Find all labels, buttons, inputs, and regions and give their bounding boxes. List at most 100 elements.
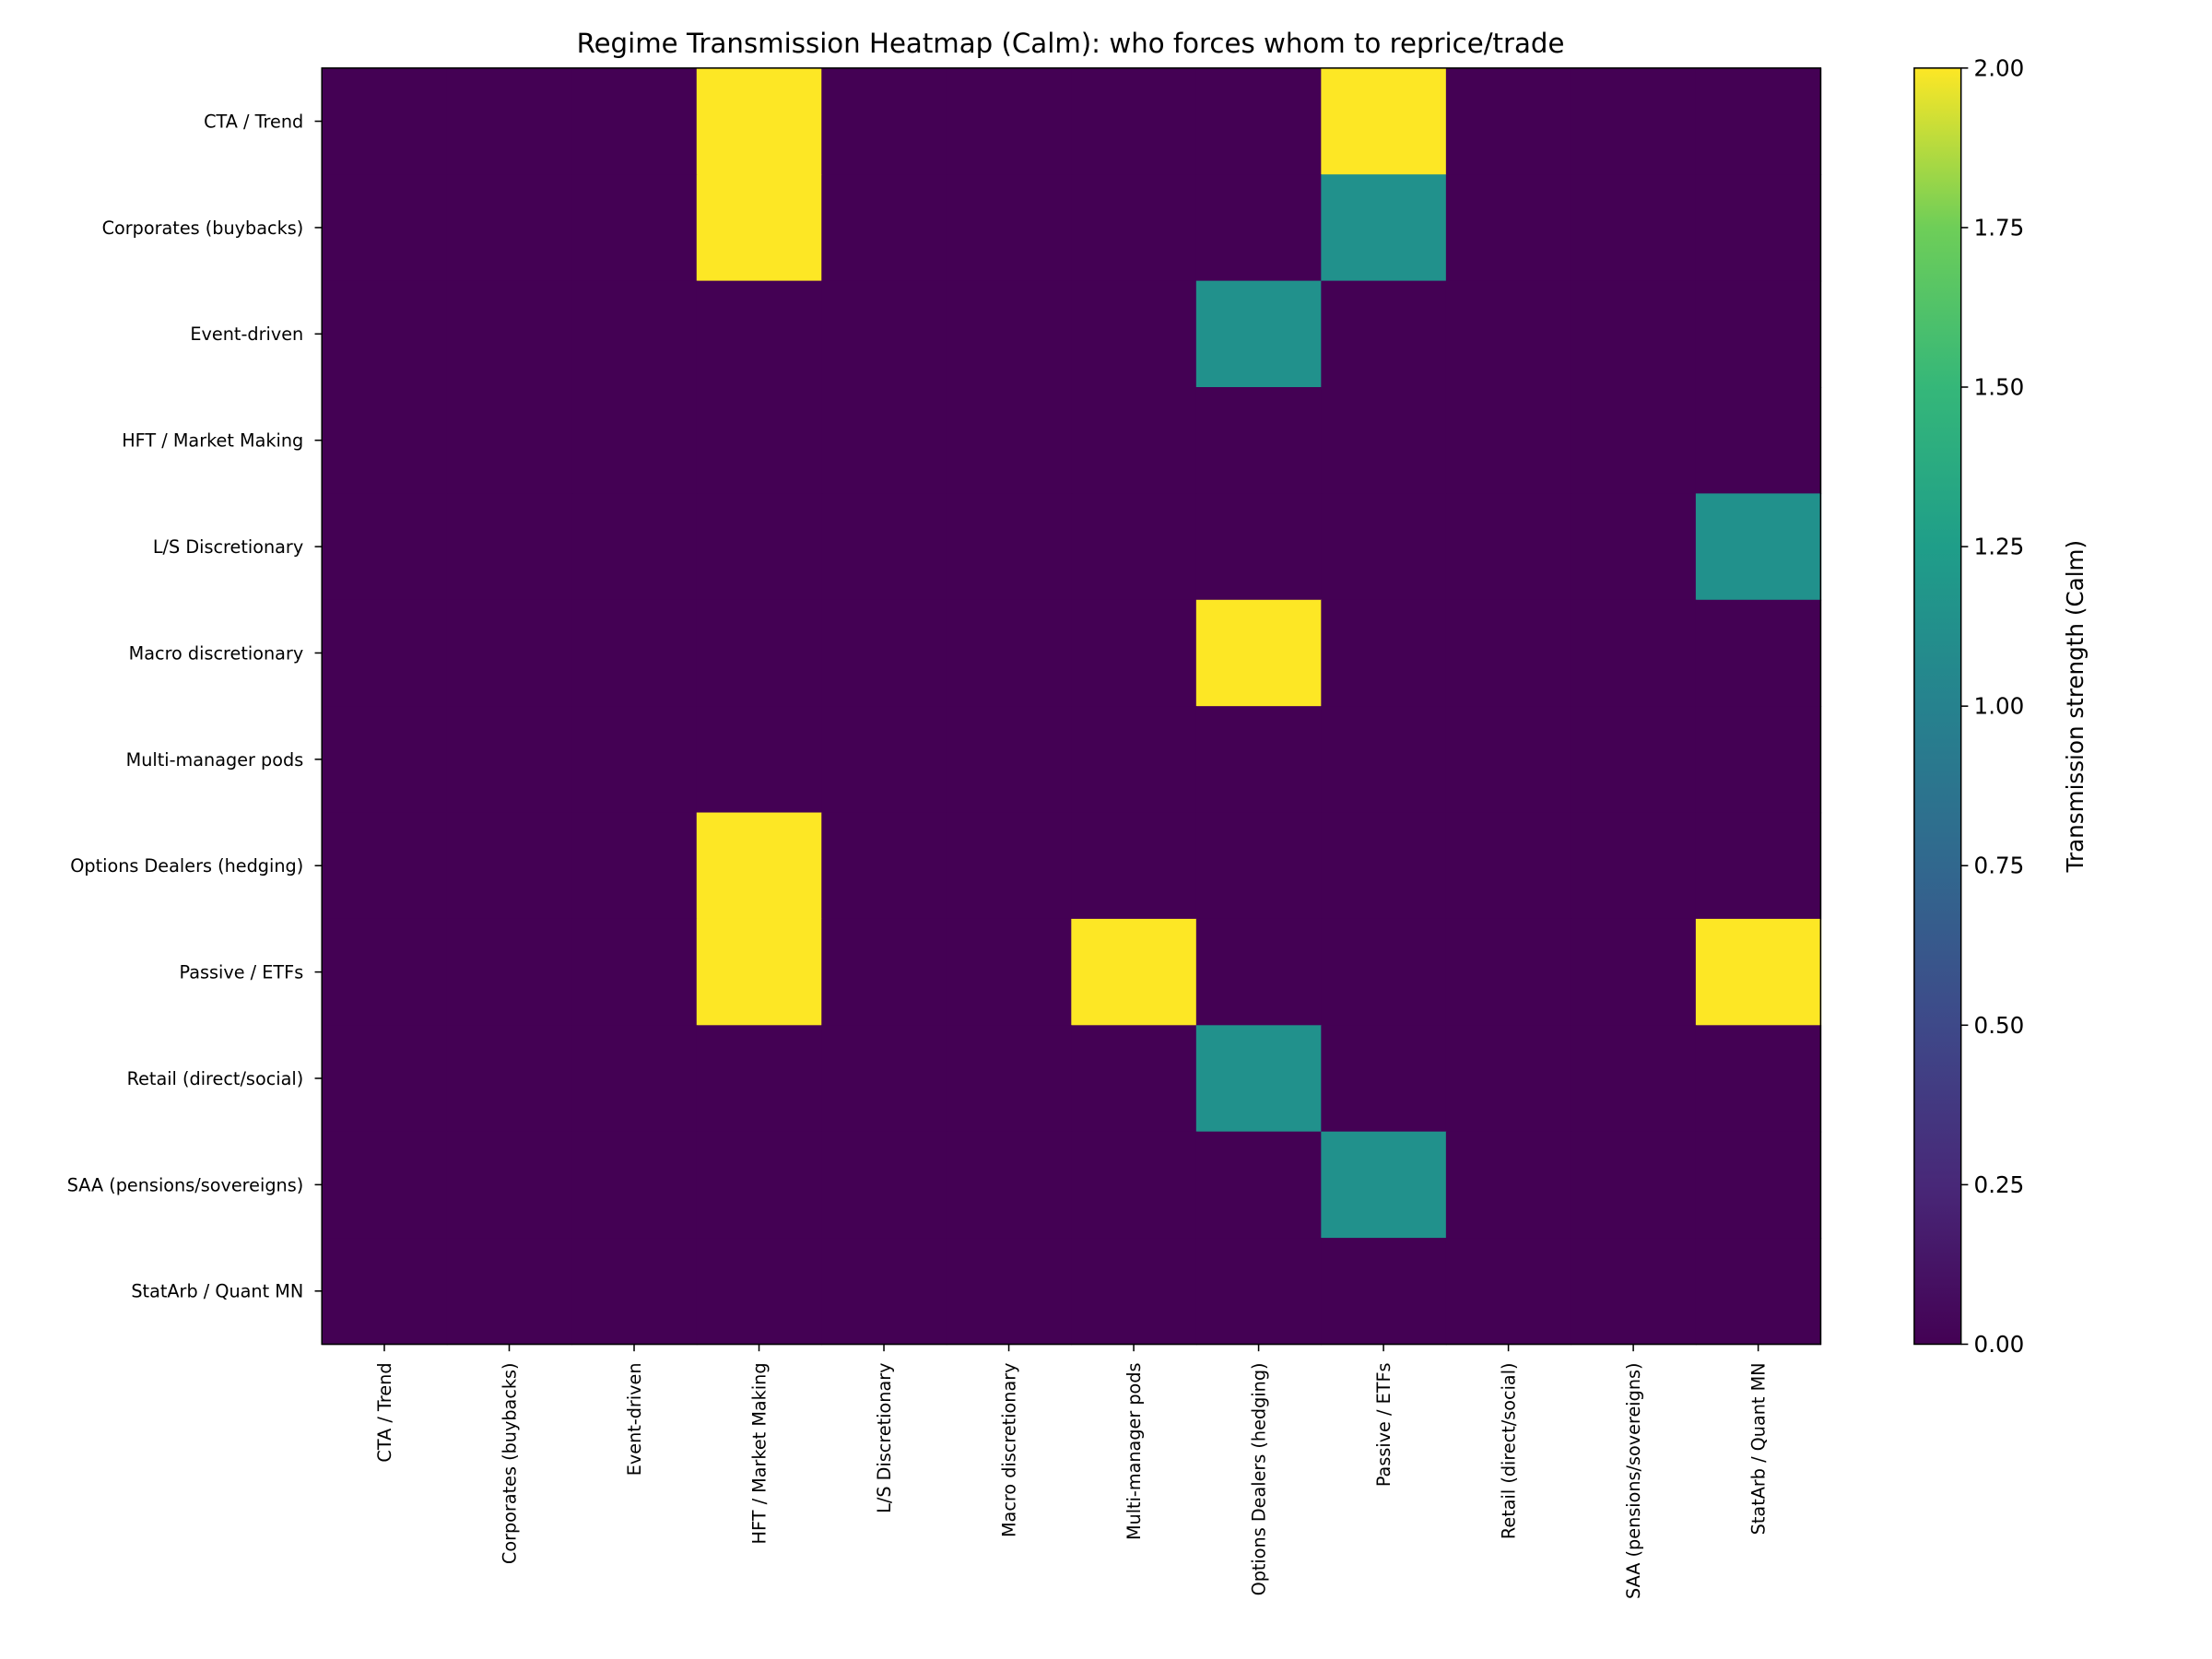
colorbar-tick-label: 1.50: [1974, 373, 2025, 400]
heatmap-cell: [571, 67, 698, 175]
heatmap-cell: [1321, 280, 1447, 388]
x-axis: CTA / Trend Corporates (buybacks) Event-dr…: [374, 1344, 1770, 1599]
heatmap-cell: [1445, 387, 1572, 495]
heatmap-cell: [1071, 918, 1197, 1027]
heatmap-cell: [1195, 1131, 1323, 1239]
heatmap-cell: [1195, 174, 1323, 282]
heatmap-cell: [571, 918, 698, 1027]
x-tick-label: HFT / Market Making: [748, 1362, 770, 1544]
heatmap-cell: [322, 1025, 448, 1133]
heatmap-cell: [1321, 174, 1447, 282]
heatmap-cell: [1445, 280, 1572, 388]
heatmap-cell: [821, 1025, 947, 1133]
y-tick-label: Multi-manager pods: [126, 749, 304, 771]
heatmap-cell: [1071, 1238, 1197, 1346]
heatmap-cell: [446, 706, 573, 814]
heatmap-cell: [1071, 599, 1197, 707]
heatmap-cell: [1695, 67, 1822, 175]
heatmap-cell: [446, 1025, 573, 1133]
heatmap-cell: [446, 174, 573, 282]
heatmap-cell: [571, 1025, 698, 1133]
heatmap-cell: [1445, 1131, 1572, 1239]
chart-title: Regime Transmission Heatmap (Calm): who …: [577, 28, 1565, 59]
heatmap-cell: [1321, 387, 1447, 495]
heatmap-cell: [946, 812, 1073, 920]
colorbar-ticks: 0.00 0.25 0.50 0.75 1.00 1.25 1.50 1.75 2.00: [1960, 54, 2025, 1358]
heatmap-cell: [1071, 706, 1197, 814]
colorbar-tick-label: 0.00: [1974, 1331, 2025, 1358]
heatmap-cell: [821, 280, 947, 388]
heatmap-cell: [322, 599, 448, 707]
heatmap-cell: [696, 1131, 823, 1239]
heatmap-cell: [1195, 706, 1323, 814]
heatmap-cell: [1071, 387, 1197, 495]
heatmap-cell: [821, 1238, 947, 1346]
heatmap-cell: [1195, 493, 1323, 601]
heatmap-cell: [696, 280, 823, 388]
heatmap-cell: [1321, 1238, 1447, 1346]
y-tick-label: StatArb / Quant MN: [131, 1281, 303, 1302]
heatmap-cell: [1195, 387, 1323, 495]
heatmap-cell: [1695, 1131, 1822, 1239]
heatmap-cell: [1571, 1131, 1697, 1239]
heatmap-cell: [571, 599, 698, 707]
heatmap-cell: [1445, 918, 1572, 1027]
x-tick-label: Passive / ETFs: [1373, 1362, 1394, 1487]
heatmap-cell: [322, 280, 448, 388]
heatmap-cell: [1571, 493, 1697, 601]
heatmap-cell: [946, 918, 1073, 1027]
heatmap-cell: [821, 174, 947, 282]
heatmap-cell: [946, 1131, 1073, 1239]
heatmap-cell: [696, 918, 823, 1027]
heatmap-cell: [1695, 1025, 1822, 1133]
heatmap-cell: [446, 1238, 573, 1346]
heatmap-cell: [696, 67, 823, 175]
heatmap-cell: [1445, 812, 1572, 920]
heatmap-cell: [821, 67, 947, 175]
heatmap-cell: [1071, 1131, 1197, 1239]
x-tick-label: CTA / Trend: [374, 1362, 395, 1462]
heatmap-cell: [696, 493, 823, 601]
y-tick-label: CTA / Trend: [204, 111, 303, 132]
heatmap-cell: [821, 706, 947, 814]
y-tick-label: SAA (pensions/sovereigns): [67, 1174, 303, 1195]
heatmap-cell: [446, 67, 573, 175]
x-tick-label: Corporates (buybacks): [499, 1362, 520, 1564]
heatmap-cell: [571, 174, 698, 282]
heatmap-cell: [446, 387, 573, 495]
heatmap-cell: [1071, 1025, 1197, 1133]
heatmap-cell: [1071, 280, 1197, 388]
heatmap-cell: [1695, 918, 1822, 1027]
heatmap-cell: [1321, 918, 1447, 1027]
heatmap-cell: [1571, 387, 1697, 495]
y-tick-label: HFT / Market Making: [122, 430, 303, 452]
heatmap-cell: [1571, 280, 1697, 388]
plot-frame: [321, 67, 1822, 1346]
y-tick-label: Passive / ETFs: [180, 962, 304, 983]
heatmap-cell: [1695, 1238, 1822, 1346]
heatmap-cell: [1195, 918, 1323, 1027]
heatmap-cell: [1695, 387, 1822, 495]
x-tick-label: Multi-manager pods: [1124, 1362, 1145, 1540]
heatmap-cells: [322, 67, 1822, 1346]
y-tick-label: Options Dealers (hedging): [70, 855, 303, 877]
heatmap-cell: [1445, 174, 1572, 282]
heatmap-cell: [1195, 1025, 1323, 1133]
colorbar-tick-label: 0.25: [1974, 1171, 2025, 1198]
heatmap-cell: [1445, 1025, 1572, 1133]
heatmap-cell: [1195, 599, 1323, 707]
heatmap-cell: [696, 174, 823, 282]
heatmap-cell: [1695, 280, 1822, 388]
heatmap-cell: [1321, 599, 1447, 707]
heatmap-cell: [1321, 1131, 1447, 1239]
heatmap-cell: [1195, 67, 1323, 175]
heatmap-cell: [1195, 1238, 1323, 1346]
heatmap-cell: [1695, 706, 1822, 814]
heatmap-cell: [1695, 493, 1822, 601]
heatmap-cell: [946, 280, 1073, 388]
colorbar-tick-label: 0.50: [1974, 1012, 2025, 1039]
heatmap-cell: [322, 812, 448, 920]
heatmap-cell: [1571, 174, 1697, 282]
colorbar-tick-label: 1.25: [1974, 534, 2025, 560]
